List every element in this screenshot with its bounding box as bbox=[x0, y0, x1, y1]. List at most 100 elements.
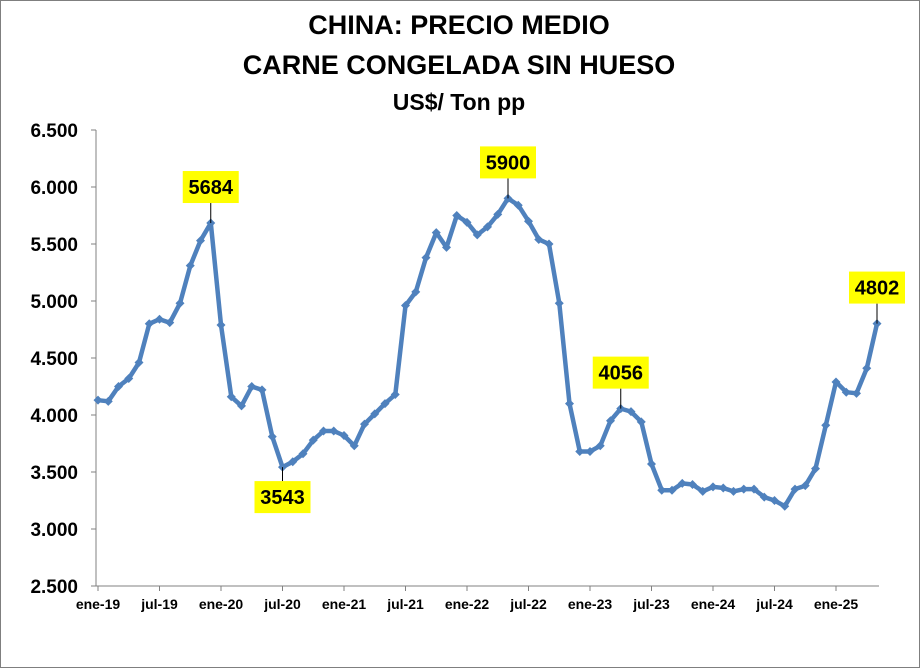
data-point bbox=[257, 385, 267, 395]
data-point bbox=[606, 416, 615, 426]
data-point bbox=[811, 464, 820, 474]
data-point bbox=[852, 388, 861, 398]
data-point bbox=[544, 239, 554, 249]
data-point bbox=[288, 457, 298, 467]
x-tick-label: ene-21 bbox=[322, 596, 367, 612]
y-tick-label: 3.000 bbox=[30, 520, 78, 541]
y-tick-label: 5.500 bbox=[30, 235, 78, 256]
data-point bbox=[442, 242, 451, 252]
data-point bbox=[226, 392, 236, 402]
y-tick-label: 4.500 bbox=[30, 349, 78, 370]
data-point bbox=[144, 319, 154, 329]
x-tick-label: ene-23 bbox=[568, 596, 613, 612]
data-point bbox=[534, 234, 544, 244]
x-tick-label: ene-25 bbox=[814, 596, 859, 612]
data-point bbox=[380, 399, 390, 409]
data-point bbox=[329, 426, 339, 436]
callout-box bbox=[254, 481, 311, 514]
data-point bbox=[708, 482, 718, 492]
data-point bbox=[237, 401, 246, 411]
y-tick-label: 5.000 bbox=[30, 292, 78, 313]
callout-label: 5684 bbox=[189, 177, 234, 199]
data-point bbox=[308, 435, 318, 445]
data-point bbox=[93, 395, 103, 405]
data-point bbox=[841, 387, 851, 397]
data-point bbox=[483, 222, 492, 232]
data-point bbox=[626, 407, 636, 417]
data-point bbox=[196, 236, 205, 246]
data-point bbox=[339, 431, 349, 441]
data-point bbox=[247, 382, 257, 391]
x-tick-label: jul-21 bbox=[386, 596, 424, 612]
data-point bbox=[103, 396, 113, 406]
data-point bbox=[360, 419, 369, 429]
callout-label: 3543 bbox=[260, 487, 305, 509]
data-point bbox=[677, 478, 687, 488]
data-point bbox=[493, 209, 503, 219]
data-point bbox=[267, 432, 277, 442]
callout-box bbox=[849, 271, 905, 304]
callout-box bbox=[480, 146, 536, 179]
y-tick-label: 6.000 bbox=[30, 178, 78, 199]
callout-label: 4056 bbox=[599, 363, 644, 385]
data-point bbox=[114, 382, 123, 391]
data-point bbox=[452, 211, 462, 220]
data-point bbox=[595, 441, 605, 451]
data-point bbox=[862, 363, 872, 373]
data-point bbox=[472, 230, 482, 240]
data-point bbox=[688, 480, 697, 490]
chart-unit-label: US$/ Ton pp bbox=[392, 89, 526, 115]
chart-callouts: 5684 3543 5900 4056 4802 bbox=[182, 146, 905, 514]
data-point bbox=[165, 318, 175, 328]
callout-label: 5900 bbox=[486, 152, 531, 174]
data-point bbox=[134, 358, 144, 368]
data-point bbox=[298, 449, 308, 459]
data-point bbox=[647, 459, 656, 469]
x-tick-label: ene-20 bbox=[199, 596, 244, 612]
data-point bbox=[636, 417, 646, 427]
data-point bbox=[401, 301, 410, 311]
data-point bbox=[698, 486, 708, 496]
chart-title: CHINA: PRECIO MEDIO bbox=[308, 10, 610, 40]
y-tick-label: 3.500 bbox=[30, 463, 78, 484]
data-point bbox=[821, 420, 831, 430]
x-tick-label: jul-22 bbox=[509, 596, 547, 612]
data-point bbox=[770, 496, 779, 505]
data-point bbox=[657, 485, 667, 495]
chart-axes bbox=[91, 129, 879, 591]
data-point bbox=[421, 253, 431, 263]
y-tick-label: 6.500 bbox=[30, 121, 78, 142]
data-point bbox=[800, 481, 810, 491]
callout-box bbox=[182, 171, 239, 204]
data-point bbox=[370, 409, 380, 419]
chart-subtitle: CARNE CONGELADA SIN HUESO bbox=[242, 50, 676, 80]
x-tick-label: jul-23 bbox=[632, 596, 670, 612]
x-tick-label: jul-20 bbox=[263, 596, 301, 612]
data-point bbox=[390, 389, 400, 399]
x-tick-label: jul-24 bbox=[755, 596, 793, 612]
x-tick-label: ene-22 bbox=[445, 596, 490, 612]
data-point bbox=[513, 200, 523, 210]
data-point bbox=[790, 484, 800, 494]
data-point bbox=[565, 399, 574, 409]
data-point bbox=[585, 446, 595, 456]
data-point bbox=[718, 483, 728, 493]
data-point bbox=[739, 484, 749, 494]
data-point bbox=[175, 298, 185, 308]
callout-box bbox=[592, 356, 649, 389]
data-point bbox=[411, 287, 421, 297]
data-point bbox=[759, 492, 769, 502]
data-point bbox=[155, 314, 164, 324]
data-point bbox=[749, 484, 759, 494]
data-point bbox=[462, 217, 472, 227]
data-point bbox=[667, 485, 677, 495]
x-tick-label: ene-19 bbox=[76, 596, 121, 612]
chart-series bbox=[93, 193, 882, 511]
data-point bbox=[319, 426, 328, 436]
data-point bbox=[524, 216, 533, 226]
y-tick-label: 4.000 bbox=[30, 406, 78, 427]
data-point bbox=[124, 374, 134, 384]
callout-label: 4802 bbox=[855, 278, 900, 300]
